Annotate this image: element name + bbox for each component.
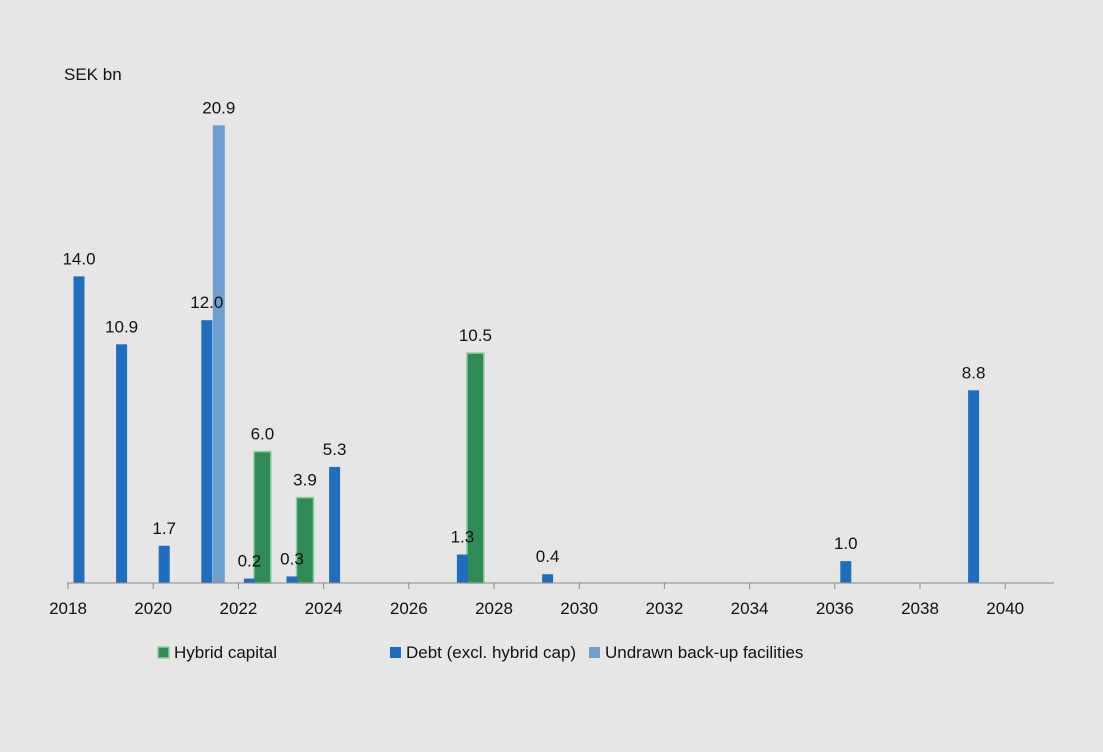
x-tick-label-2038: 2038: [901, 599, 939, 618]
value-labels: 6.0 3.9 10.5 14.0 10.9 1.7 12.0 0.2 0.3 5.3 1.3 0.4…: [62, 98, 985, 570]
x-tick-label-2040: 2040: [986, 599, 1024, 618]
bars: [73, 125, 980, 584]
value-label-debt-excl-hybrid-cap-2019: 10.9: [105, 317, 138, 336]
bar-debt-excl-hybrid-cap-2021: [201, 320, 213, 583]
x-tick-label-2026: 2026: [390, 599, 428, 618]
value-label-debt-excl-hybrid-cap-2024: 5.3: [323, 440, 347, 459]
x-tick-label-2036: 2036: [816, 599, 854, 618]
value-label-debt-excl-hybrid-cap-2039: 8.8: [962, 363, 986, 382]
value-label-debt-excl-hybrid-cap-2036: 1.0: [834, 534, 858, 553]
value-label-undrawn-back-up-facilities-2021: 20.9: [202, 98, 235, 117]
x-tick-label-2018: 2018: [49, 599, 87, 618]
bar-hybrid-capital-2027: [466, 352, 485, 584]
x-tick-label-2032: 2032: [645, 599, 683, 618]
legend-label-hybrid-capital: Hybrid capital: [174, 643, 277, 662]
bar-undrawn-back-up-facilities-2021: [212, 125, 225, 583]
bar-debt-excl-hybrid-cap-2039: [968, 390, 980, 583]
value-label-debt-excl-hybrid-cap-2027: 1.3: [451, 528, 475, 547]
value-label-debt-excl-hybrid-cap-2023: 0.3: [280, 549, 304, 568]
value-label-debt-excl-hybrid-cap-2022: 0.2: [238, 552, 262, 571]
y-axis-label: SEK bn: [64, 65, 122, 84]
value-label-hybrid-capital-2027: 10.5: [459, 326, 492, 345]
value-label-debt-excl-hybrid-cap-2020: 1.7: [152, 519, 176, 538]
bar-debt-excl-hybrid-cap-2023: [286, 576, 298, 583]
value-label-debt-excl-hybrid-cap-2018: 14.0: [62, 249, 95, 268]
legend-swatch-undrawn-back-up-facilities: [589, 647, 600, 658]
x-tick-label-2024: 2024: [305, 599, 343, 618]
x-tick-label-2034: 2034: [731, 599, 769, 618]
x-tick-label-2028: 2028: [475, 599, 513, 618]
bar-debt-excl-hybrid-cap-2022: [243, 578, 255, 583]
legend: Hybrid capital Debt (excl. hybrid cap) Und…: [157, 643, 803, 662]
bar-debt-excl-hybrid-cap-2027: [456, 554, 468, 583]
value-label-debt-excl-hybrid-cap-2021: 12.0: [190, 293, 223, 312]
bar-debt-excl-hybrid-cap-2018: [73, 276, 85, 583]
bar-debt-excl-hybrid-cap-2029: [542, 574, 554, 583]
bar-debt-excl-hybrid-cap-2036: [840, 561, 852, 583]
legend-label-undrawn-back-up-facilities: Undrawn back-up facilities: [605, 643, 803, 662]
value-label-hybrid-capital-2022: 6.0: [251, 425, 275, 444]
bar-debt-excl-hybrid-cap-2019: [116, 344, 128, 583]
x-axis-ticks: 2018 2020 2022 2024 2026 2028 2030 2032 2034 2036…: [49, 583, 1024, 618]
bar-debt-excl-hybrid-cap-2024: [329, 466, 341, 583]
legend-swatch-hybrid-capital: [157, 646, 170, 659]
legend-label-debt-excl-hybrid-cap: Debt (excl. hybrid cap): [406, 643, 576, 662]
x-tick-label-2030: 2030: [560, 599, 598, 618]
value-label-hybrid-capital-2023: 3.9: [293, 471, 317, 490]
x-tick-label-2020: 2020: [134, 599, 172, 618]
value-label-debt-excl-hybrid-cap-2029: 0.4: [536, 547, 560, 566]
x-tick-label-2022: 2022: [219, 599, 257, 618]
bar-debt-excl-hybrid-cap-2020: [158, 545, 170, 583]
bar-hybrid-capital-2023: [295, 496, 315, 584]
legend-swatch-debt-excl-hybrid-cap: [390, 647, 401, 658]
